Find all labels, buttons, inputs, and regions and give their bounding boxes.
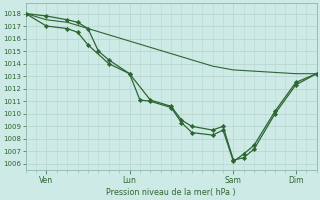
X-axis label: Pression niveau de la mer( hPa ): Pression niveau de la mer( hPa ): [106, 188, 236, 197]
